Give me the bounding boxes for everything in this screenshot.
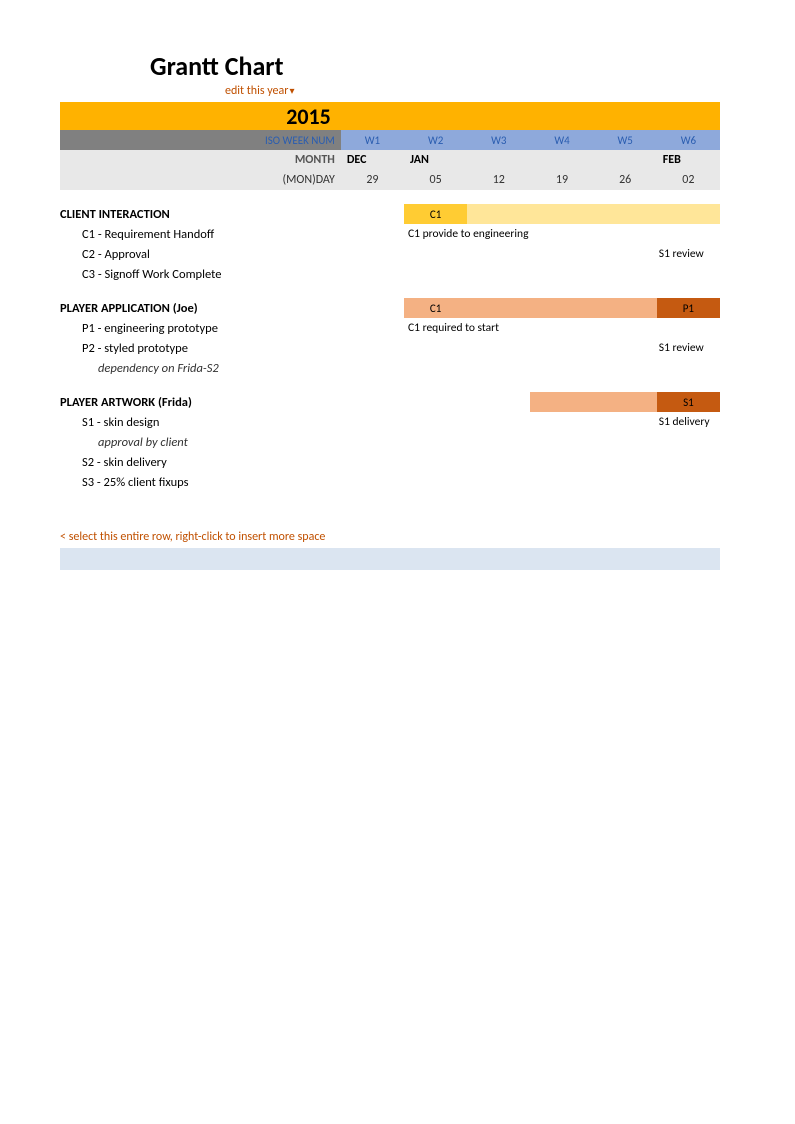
section-artwork: PLAYER ARTWORK (Frida) S1 <box>60 392 720 412</box>
gantt-bar[interactable]: C1 <box>404 298 467 318</box>
week-header: W1 <box>341 130 404 150</box>
month-value <box>467 150 530 170</box>
bar-note: S1 review <box>657 338 720 358</box>
gantt-bar[interactable] <box>594 298 657 318</box>
task-row: S1 - skin design S1 delivery <box>60 412 720 432</box>
dependency-note: dependency on Frida-S2 <box>60 358 341 378</box>
month-value <box>594 150 657 170</box>
gantt-table: 2015 ISO WEEK NUM W1 W2 W3 W4 W5 W6 MONT… <box>60 102 720 570</box>
task-row: C1 - Requirement Handoff C1 provide to e… <box>60 224 720 244</box>
task-label: C1 - Requirement Handoff <box>60 224 341 244</box>
section-title: CLIENT INTERACTION <box>60 204 341 224</box>
day-value: 02 <box>657 170 720 190</box>
week-header: W5 <box>594 130 657 150</box>
week-header: W6 <box>657 130 720 150</box>
month-label: MONTH <box>60 150 341 170</box>
gantt-bar[interactable] <box>467 298 530 318</box>
month-row: MONTH DEC JAN FEB <box>60 150 720 170</box>
section-client: CLIENT INTERACTION C1 <box>60 204 720 224</box>
bar-note: C1 provide to engineering <box>404 224 720 244</box>
year-value[interactable]: 2015 <box>60 102 341 130</box>
task-row: S3 - 25% client fixups <box>60 472 720 492</box>
day-value: 26 <box>594 170 657 190</box>
bar-note: S1 delivery <box>657 412 720 432</box>
week-header: W2 <box>404 130 467 150</box>
task-row: S2 - skin delivery <box>60 452 720 472</box>
task-row: P1 - engineering prototype C1 required t… <box>60 318 720 338</box>
task-label: S1 - skin design <box>60 412 341 432</box>
month-value: FEB <box>657 150 720 170</box>
week-header: W3 <box>467 130 530 150</box>
task-label: C3 - Signoff Work Complete <box>60 264 341 284</box>
day-row: (MON)DAY 29 05 12 19 26 02 <box>60 170 720 190</box>
gantt-bar[interactable] <box>530 204 593 224</box>
bar-note: S1 review <box>657 244 720 264</box>
chevron-down-icon: ▾ <box>289 84 294 97</box>
month-value <box>530 150 593 170</box>
gantt-bar[interactable] <box>530 298 593 318</box>
task-label: P1 - engineering prototype <box>60 318 341 338</box>
task-label: C2 - Approval <box>60 244 341 264</box>
year-row: 2015 <box>60 102 720 130</box>
insert-row-instruction[interactable]: < select this entire row, right-click to… <box>60 520 720 548</box>
day-value: 19 <box>530 170 593 190</box>
weeknum-row: ISO WEEK NUM W1 W2 W3 W4 W5 W6 <box>60 130 720 150</box>
task-label: S3 - 25% client fixups <box>60 472 341 492</box>
section-title: PLAYER ARTWORK (Frida) <box>60 392 341 412</box>
week-header: W4 <box>530 130 593 150</box>
section-title: PLAYER APPLICATION (Joe) <box>60 298 341 318</box>
dependency-note: approval by client <box>60 432 341 452</box>
gantt-bar[interactable] <box>530 392 593 412</box>
edit-year-hint[interactable]: edit this year▾ <box>225 84 765 98</box>
gantt-bar[interactable]: S1 <box>657 392 720 412</box>
task-row: P2 - styled prototype S1 review <box>60 338 720 358</box>
gantt-bar[interactable]: P1 <box>657 298 720 318</box>
bar-note: C1 required to start <box>404 318 720 338</box>
gantt-bar[interactable] <box>467 204 530 224</box>
footer-band <box>60 548 720 570</box>
task-row: C2 - Approval S1 review <box>60 244 720 264</box>
day-value: 12 <box>467 170 530 190</box>
instruction-text: < select this entire row, right-click to… <box>60 520 720 548</box>
dependency-note-row: approval by client <box>60 432 720 452</box>
gantt-bar[interactable] <box>594 204 657 224</box>
gantt-bar[interactable]: C1 <box>404 204 467 224</box>
gantt-bar[interactable] <box>594 392 657 412</box>
task-label: S2 - skin delivery <box>60 452 341 472</box>
day-label: (MON)DAY <box>60 170 341 190</box>
page-title: Grantt Chart <box>150 50 765 82</box>
day-value: 29 <box>341 170 404 190</box>
day-value: 05 <box>404 170 467 190</box>
edit-year-text: edit this year <box>225 84 288 98</box>
section-player-app: PLAYER APPLICATION (Joe) C1 P1 <box>60 298 720 318</box>
task-label: P2 - styled prototype <box>60 338 341 358</box>
task-row: C3 - Signoff Work Complete <box>60 264 720 284</box>
gantt-bar[interactable] <box>657 204 720 224</box>
dependency-note-row: dependency on Frida-S2 <box>60 358 720 378</box>
month-value: JAN <box>404 150 467 170</box>
month-value: DEC <box>341 150 404 170</box>
weeknum-label: ISO WEEK NUM <box>60 130 341 150</box>
